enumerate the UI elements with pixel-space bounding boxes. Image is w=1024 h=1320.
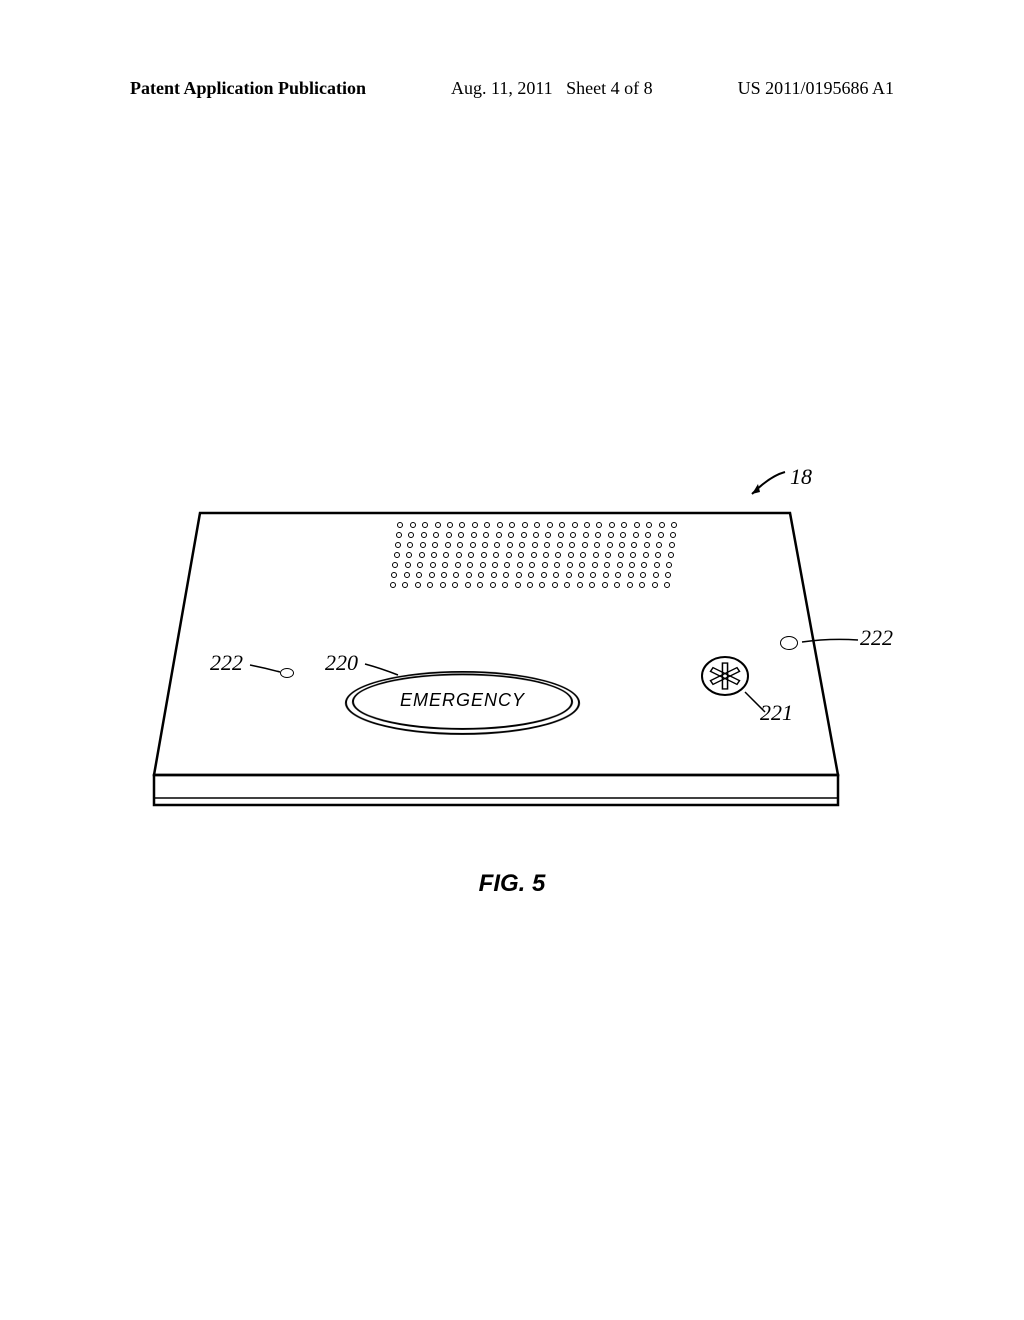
figure-caption: FIG. 5 bbox=[0, 870, 1024, 898]
figure-5: 18 EMERGENCY 222 bbox=[150, 450, 840, 860]
emergency-button[interactable]: EMERGENCY bbox=[345, 668, 580, 736]
callout-221: 221 bbox=[760, 700, 793, 726]
header-publication: Patent Application Publication bbox=[130, 78, 366, 99]
header-date-sheet: Aug. 11, 2011 Sheet 4 of 8 bbox=[451, 78, 653, 99]
callout-222-left: 222 bbox=[210, 650, 243, 676]
callout-222-right: 222 bbox=[860, 625, 893, 651]
indicator-led-right bbox=[780, 636, 798, 650]
callout-220: 220 bbox=[325, 650, 358, 676]
emergency-button-label: EMERGENCY bbox=[345, 690, 580, 711]
indicator-led-left bbox=[280, 668, 294, 678]
callout-18: 18 bbox=[790, 464, 812, 490]
page-header: Patent Application Publication Aug. 11, … bbox=[0, 78, 1024, 99]
header-pubnum: US 2011/0195686 A1 bbox=[738, 78, 894, 99]
medical-icon bbox=[700, 655, 750, 697]
speaker-grille bbox=[390, 522, 670, 590]
